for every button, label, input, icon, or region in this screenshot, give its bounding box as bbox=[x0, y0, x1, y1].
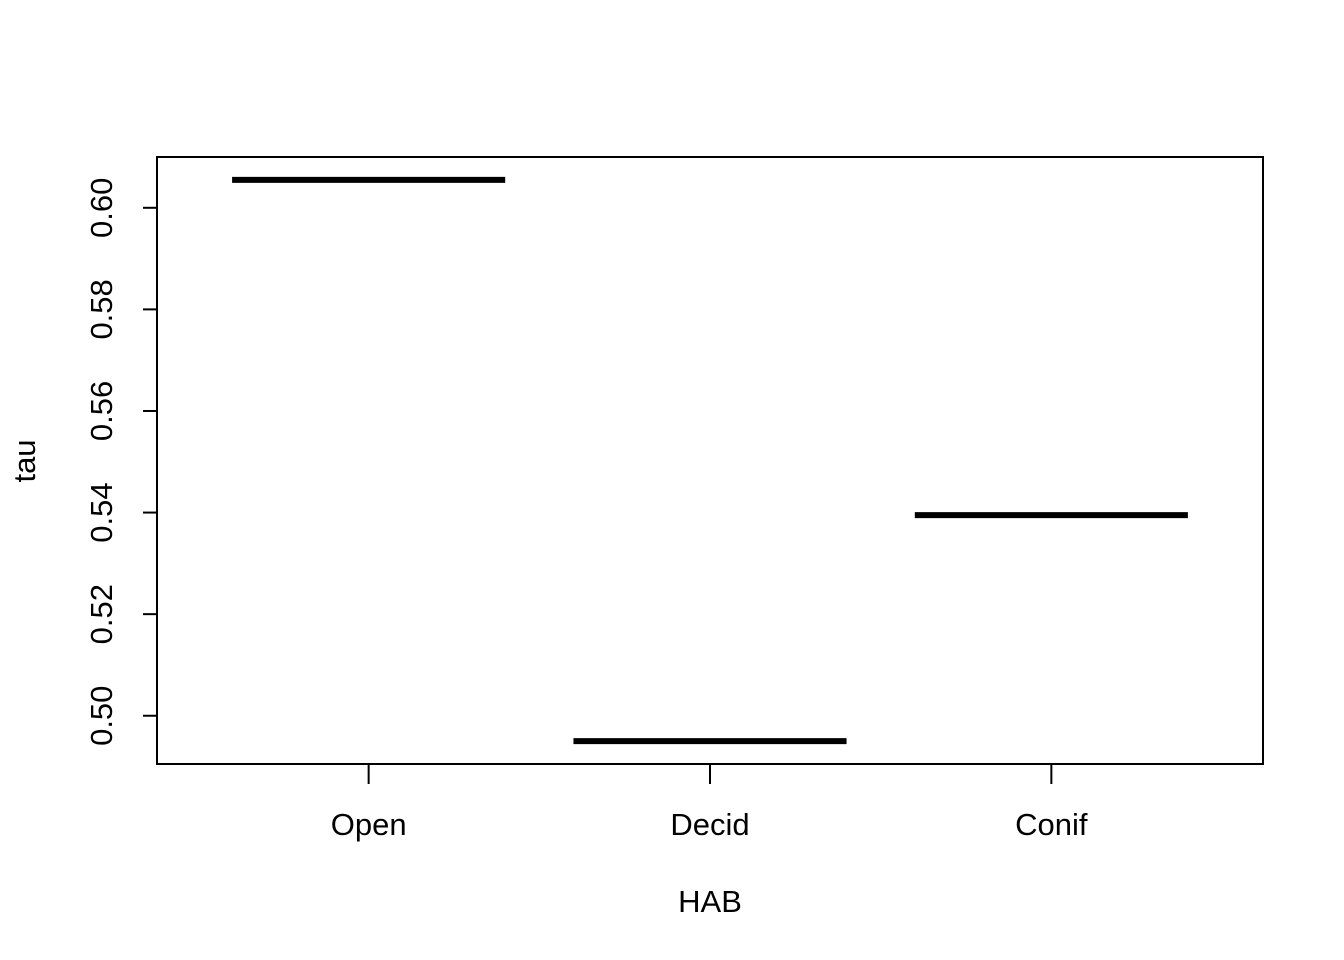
y-tick-label: 0.52 bbox=[84, 584, 119, 644]
y-tick-label: 0.60 bbox=[84, 178, 119, 238]
x-tick-label: Decid bbox=[670, 807, 749, 842]
y-tick-label: 0.58 bbox=[84, 279, 119, 339]
y-tick-label: 0.56 bbox=[84, 381, 119, 441]
y-axis: 0.50 0.52 0.54 0.56 0.58 0.60 bbox=[84, 178, 157, 746]
plot-frame bbox=[156, 156, 1264, 765]
x-axis: Open Decid Conif bbox=[331, 764, 1088, 842]
x-tick-label: Conif bbox=[1015, 807, 1088, 842]
x-axis-label: HAB bbox=[678, 884, 742, 919]
x-tick-label: Open bbox=[331, 807, 407, 842]
series-marks bbox=[232, 176, 1188, 745]
y-tick-label: 0.50 bbox=[84, 686, 119, 746]
y-axis-label: tau bbox=[7, 439, 42, 482]
y-tick-label: 0.54 bbox=[84, 482, 119, 542]
